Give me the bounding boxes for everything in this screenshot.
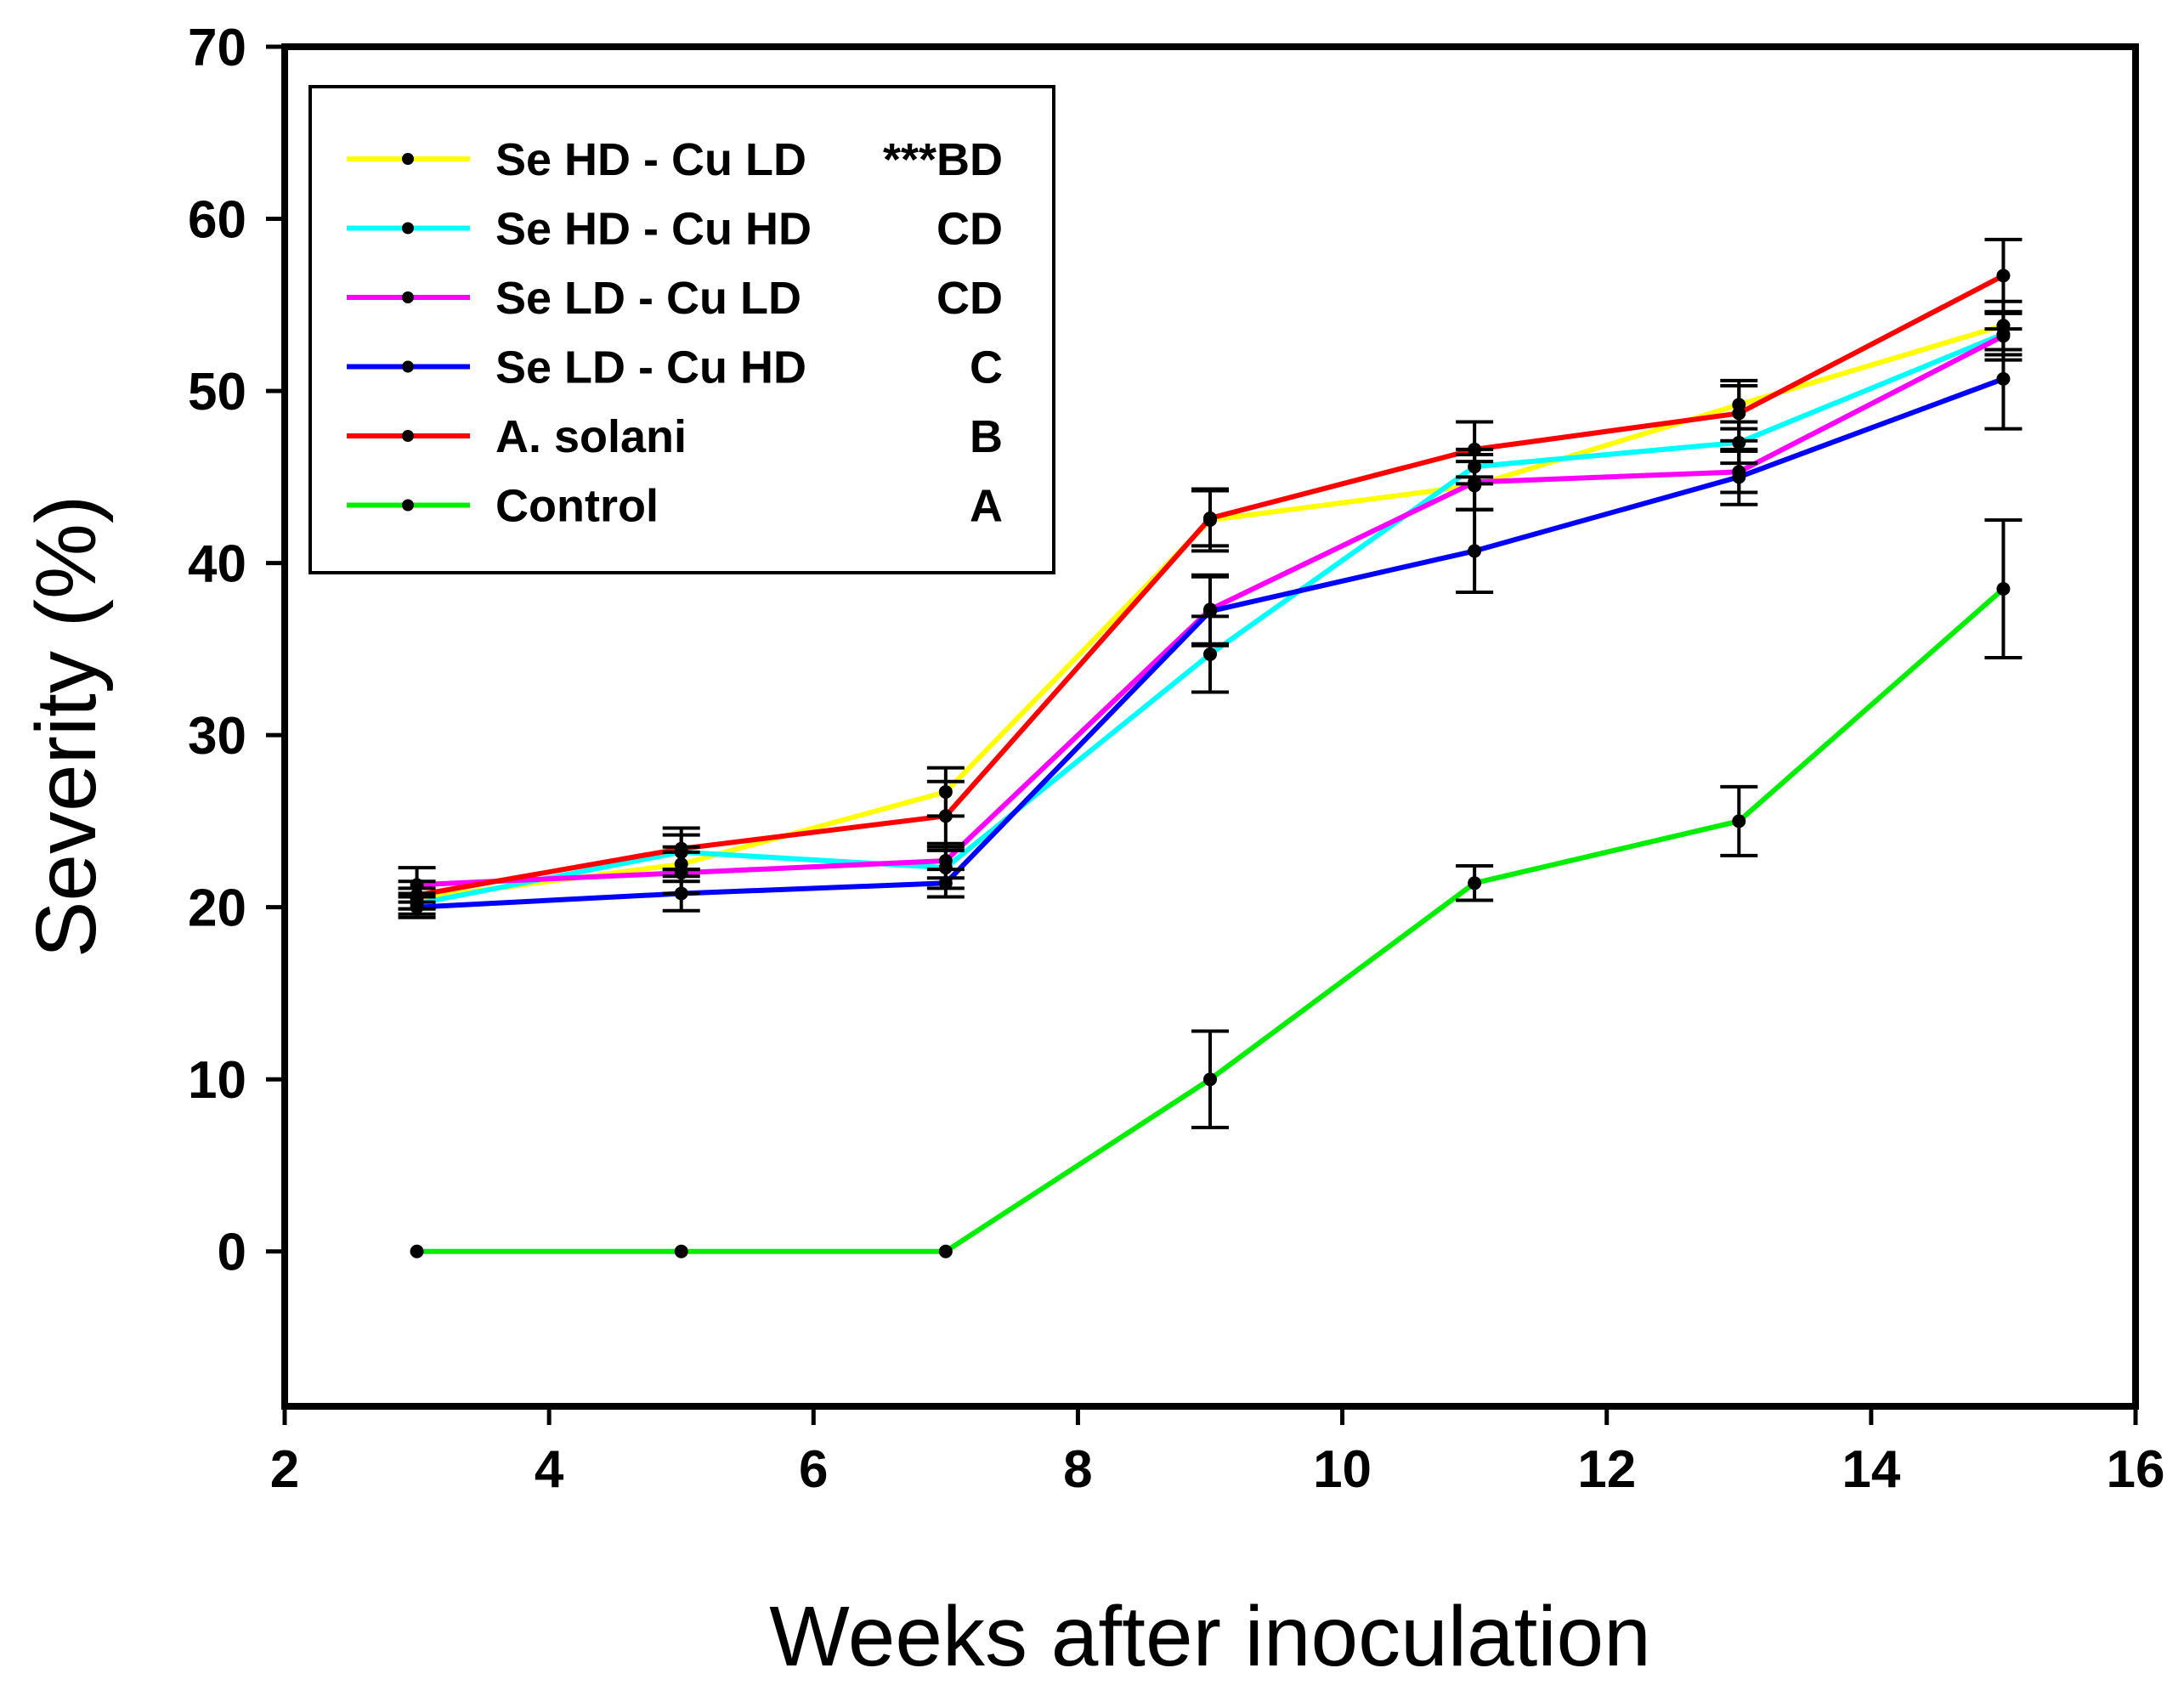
plot-frame: [281, 43, 2139, 1410]
legend-marker: [402, 360, 414, 373]
legend-group: B: [970, 411, 1003, 462]
legend-entry-4: A. solani B: [347, 411, 1003, 462]
y-tick-label: 70: [188, 19, 246, 77]
x-tick-label: 10: [1313, 1440, 1372, 1499]
y-axis-title: Severity (%): [19, 495, 114, 958]
data-point: [1732, 406, 1746, 421]
legend-label: Se HD - Cu HD: [495, 204, 812, 255]
legend-marker: [402, 153, 414, 165]
data-point: [1203, 604, 1217, 619]
x-tick-label: 14: [1842, 1440, 1900, 1499]
legend-entry-3: Se LD - Cu HD C: [347, 342, 1003, 393]
data-point: [410, 1244, 424, 1258]
legend-box: [308, 85, 1055, 574]
legend-label: Control: [495, 481, 659, 532]
legend-label: Se LD - Cu HD: [495, 342, 806, 393]
legend-marker: [402, 222, 414, 235]
legend-group: ***BD: [883, 134, 1003, 185]
legend-label: Se LD - Cu LD: [495, 273, 801, 324]
data-point: [1203, 511, 1217, 525]
y-tick-label: 20: [188, 879, 246, 938]
data-point: [1468, 544, 1482, 558]
data-point: [1203, 1072, 1217, 1087]
legend-group: CD: [936, 204, 1003, 255]
y-tick-label: 30: [188, 707, 246, 766]
data-point: [1468, 876, 1482, 891]
data-point: [674, 841, 688, 856]
data-point: [1203, 647, 1217, 661]
x-tick-label: 4: [535, 1440, 564, 1499]
y-tick-label: 40: [188, 535, 246, 594]
data-point: [938, 809, 953, 823]
x-tick-label: 8: [1063, 1440, 1092, 1499]
data-point: [1996, 581, 2011, 596]
legend-marker: [402, 430, 414, 442]
legend-entry-2: Se LD - Cu LD CD: [347, 273, 1003, 324]
data-point: [674, 886, 688, 901]
x-tick-label: 16: [2107, 1440, 2165, 1499]
data-point: [1468, 475, 1482, 489]
data-point: [1732, 470, 1746, 484]
legend-marker: [402, 291, 414, 303]
legend-label: A. solani: [495, 411, 687, 462]
x-tick-label: 12: [1577, 1440, 1636, 1499]
legend-group: A: [970, 481, 1003, 532]
legend-entry-5: Control A: [347, 481, 1003, 532]
x-tick-label: 6: [799, 1440, 828, 1499]
legend-entry-0: Se HD - Cu LD ***BD: [347, 134, 1003, 185]
series-marks-4: [398, 237, 2023, 911]
legend-label: Se HD - Cu LD: [495, 134, 806, 185]
series-marks-3: [398, 327, 2023, 919]
y-tick-label: 10: [188, 1051, 246, 1110]
data-point: [1996, 371, 2011, 386]
legend-group: C: [970, 342, 1003, 393]
series-marks-5: [410, 517, 2023, 1258]
data-point: [938, 853, 953, 868]
x-axis-title: Weeks after inoculation: [769, 1589, 1651, 1684]
y-tick-label: 60: [188, 191, 246, 250]
data-point: [938, 876, 953, 891]
data-point: [410, 888, 424, 902]
data-point: [938, 1244, 953, 1258]
data-point: [1732, 814, 1746, 828]
legend-marker: [402, 499, 414, 512]
data-point: [1468, 442, 1482, 456]
data-point: [674, 1244, 688, 1258]
legend-entry-1: Se HD - Cu HD CD: [347, 204, 1003, 255]
data-point: [1996, 269, 2011, 283]
legend-group: CD: [936, 273, 1003, 324]
y-tick-label: 50: [188, 363, 246, 421]
y-tick-label: 0: [218, 1224, 246, 1282]
x-tick-label: 2: [270, 1440, 299, 1499]
